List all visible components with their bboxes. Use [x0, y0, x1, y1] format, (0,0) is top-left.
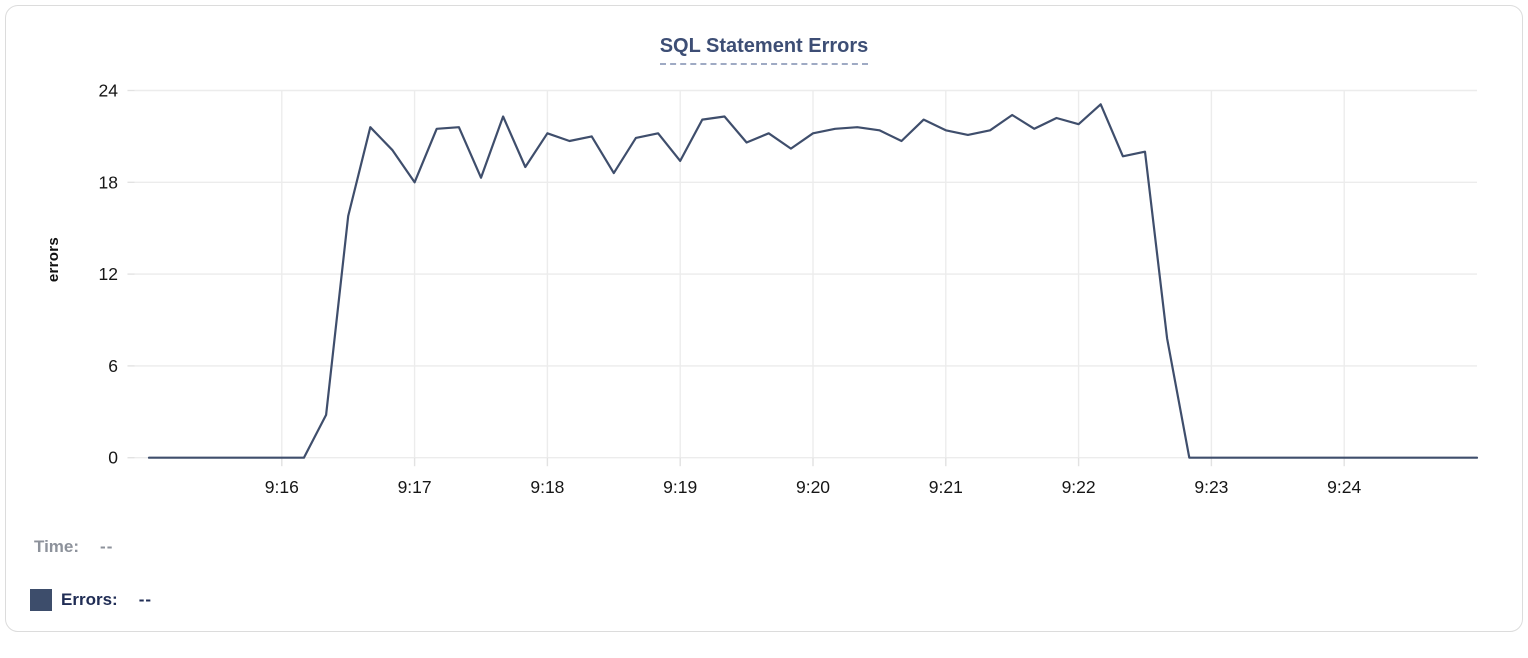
y-axis-label: errors [45, 237, 62, 283]
x-tick-label: 9:20 [796, 477, 830, 497]
y-tick-label: 18 [99, 172, 118, 192]
series-line-errors [147, 103, 1479, 459]
legend-time-value: -- [100, 537, 114, 556]
legend-time-row: Time: -- [34, 537, 113, 557]
errors-series-swatch [30, 589, 52, 611]
y-tick-label: 0 [108, 448, 118, 468]
y-tick-label: 12 [99, 264, 118, 284]
x-tick-label: 9:22 [1062, 477, 1096, 497]
x-tick-label: 9:18 [530, 477, 564, 497]
legend-errors-label: Errors: [61, 590, 118, 609]
x-tick-label: 9:23 [1194, 477, 1228, 497]
y-tick-label: 24 [99, 81, 119, 101]
x-tick-label: 9:24 [1327, 477, 1361, 497]
x-tick-label: 9:17 [398, 477, 432, 497]
chart-panel: SQL Statement Errors 0 6 12 18 24 9:16 9:17 9:1… [5, 5, 1523, 632]
legend-time-label: Time: [34, 537, 80, 556]
x-tick-label: 9:21 [929, 477, 963, 497]
y-tick-label: 6 [108, 356, 118, 376]
legend-errors-value: -- [138, 590, 153, 609]
x-tick-label: 9:16 [265, 477, 299, 497]
chart-title-wrap: SQL Statement Errors [6, 35, 1522, 65]
chart-title[interactable]: SQL Statement Errors [659, 35, 869, 65]
x-tick-label: 9:19 [663, 477, 697, 497]
legend-errors-row: Errors: -- [30, 589, 152, 611]
errors-line-chart[interactable]: 0 6 12 18 24 9:16 9:17 9:18 9:19 9:20 9:21 9:22 9:23… [6, 6, 1528, 658]
